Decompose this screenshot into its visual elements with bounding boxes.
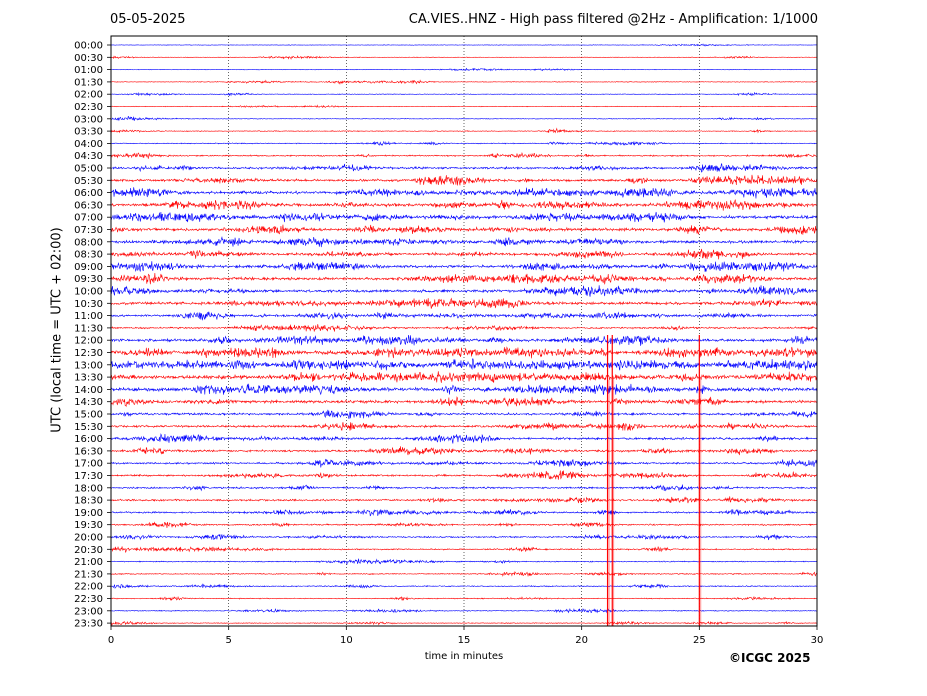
- x-tick-label: 30: [811, 635, 824, 646]
- y-tick-label: 01:30: [74, 77, 103, 88]
- y-tick-label: 11:30: [74, 323, 103, 334]
- x-tick-label: 20: [575, 635, 588, 646]
- trace-row: [110, 211, 818, 223]
- trace-row: [110, 224, 818, 235]
- y-tick-label: 16:00: [74, 434, 103, 445]
- trace-row: [110, 116, 818, 122]
- trace-row: [110, 311, 818, 321]
- trace-row: [110, 396, 818, 408]
- y-tick-label: 05:00: [74, 164, 103, 175]
- y-tick-label: 07:30: [74, 225, 103, 236]
- y-tick-label: 09:30: [74, 274, 103, 285]
- trace-row: [110, 248, 818, 260]
- y-tick-label: 12:30: [74, 348, 103, 359]
- y-tick-label: 02:30: [74, 102, 103, 113]
- y-tick-label: 13:30: [74, 373, 103, 384]
- trace-row: [110, 533, 818, 541]
- y-tick-label: 13:00: [74, 360, 103, 371]
- x-tick-label: 15: [458, 635, 471, 646]
- x-tick-label: 5: [225, 635, 231, 646]
- trace-row: [110, 273, 818, 285]
- chart-title: CA.VIES..HNZ - High pass filtered @2Hz -…: [408, 12, 818, 27]
- y-tick-label: 21:00: [74, 557, 103, 568]
- x-tick-label: 25: [693, 635, 706, 646]
- trace-row: [110, 67, 818, 72]
- trace-row: [110, 324, 818, 332]
- y-tick-label: 03:30: [74, 127, 103, 138]
- y-tick-label: 22:00: [74, 582, 103, 593]
- trace-row: [110, 55, 818, 60]
- trace-row: [110, 199, 818, 211]
- y-tick-label: 03:00: [74, 114, 103, 125]
- y-tick-label: 00:00: [74, 41, 103, 52]
- copyright-label: ©ICGC 2025: [729, 651, 811, 665]
- x-tick-label: 0: [108, 635, 114, 646]
- y-tick-label: 10:30: [74, 299, 103, 310]
- y-tick-label: 23:00: [74, 606, 103, 617]
- trace-row: [110, 458, 818, 468]
- trace-row: [110, 583, 818, 589]
- y-tick-label: 17:30: [74, 471, 103, 482]
- x-tick-label: 10: [340, 635, 353, 646]
- trace-row: [110, 163, 818, 173]
- y-tick-label: 21:30: [74, 569, 103, 580]
- y-tick-label: 09:00: [74, 262, 103, 273]
- y-tick-label: 00:30: [74, 53, 103, 64]
- trace-row: [110, 236, 818, 248]
- y-tick-label: 20:30: [74, 545, 103, 556]
- y-tick-label: 16:30: [74, 446, 103, 457]
- y-tick-label: 19:00: [74, 508, 103, 519]
- y-tick-label: 18:00: [74, 483, 103, 494]
- y-tick-label: 07:00: [74, 213, 103, 224]
- y-tick-label: 18:30: [74, 496, 103, 507]
- y-tick-label: 06:30: [74, 200, 103, 211]
- y-tick-label: 14:00: [74, 385, 103, 396]
- y-tick-label: 15:00: [74, 410, 103, 421]
- trace-row: [110, 140, 818, 146]
- trace-row: [110, 297, 818, 309]
- trace-row: [110, 496, 818, 504]
- y-tick-label: 08:30: [74, 250, 103, 261]
- y-tick-label: 15:30: [74, 422, 103, 433]
- x-axis-label: time in minutes: [424, 651, 504, 662]
- y-tick-label: 05:30: [74, 176, 103, 187]
- y-tick-label: 23:30: [74, 619, 103, 630]
- y-tick-label: 17:00: [74, 459, 103, 470]
- y-tick-label: 02:00: [74, 90, 103, 101]
- y-tick-label: 08:00: [74, 237, 103, 248]
- trace-row: [110, 104, 818, 108]
- trace-row: [110, 187, 818, 199]
- trace-row: [110, 127, 818, 134]
- y-tick-label: 06:00: [74, 188, 103, 199]
- trace-row: [110, 43, 818, 47]
- trace-row: [110, 261, 818, 272]
- y-tick-label: 01:00: [74, 65, 103, 76]
- trace-row: [110, 91, 818, 97]
- y-tick-label: 04:30: [74, 151, 103, 162]
- trace-row: [110, 285, 818, 297]
- y-tick-label: 22:30: [74, 594, 103, 605]
- trace-row: [110, 570, 818, 577]
- date-label: 05-05-2025: [110, 12, 186, 27]
- y-tick-label: 04:00: [74, 139, 103, 150]
- y-tick-label: 20:00: [74, 533, 103, 544]
- y-tick-label: 19:30: [74, 520, 103, 531]
- y-tick-label: 14:30: [74, 397, 103, 408]
- y-tick-label: 11:00: [74, 311, 103, 322]
- trace-row: [110, 79, 818, 85]
- y-tick-label: 12:00: [74, 336, 103, 347]
- trace-row: [110, 152, 818, 159]
- y-tick-label: 10:00: [74, 287, 103, 298]
- trace-row: [110, 174, 818, 186]
